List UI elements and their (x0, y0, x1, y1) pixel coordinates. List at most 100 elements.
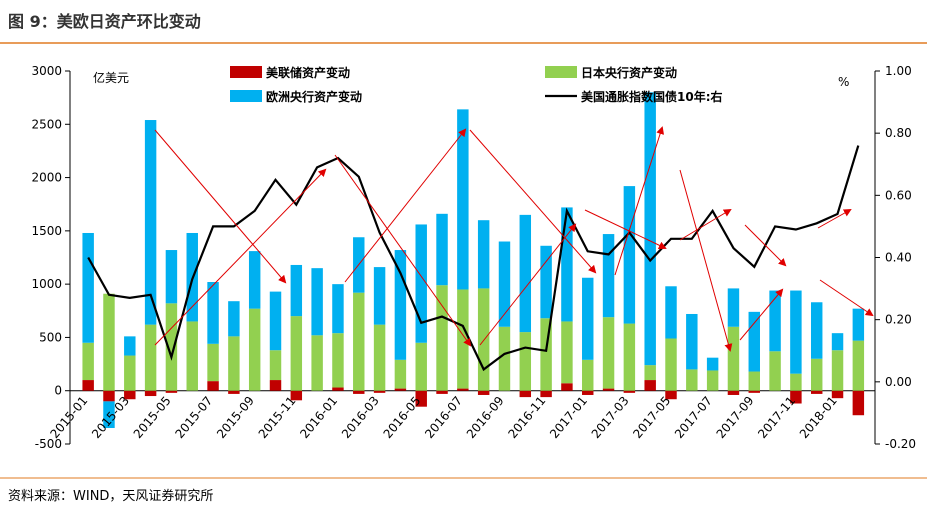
bar (831, 390, 844, 399)
bar (332, 284, 344, 334)
y2-tick-label: 0.40 (885, 251, 912, 265)
bar (248, 308, 261, 391)
bar (415, 224, 427, 343)
bar (810, 358, 823, 391)
bar (207, 381, 219, 391)
bar (582, 359, 594, 391)
bar (727, 288, 740, 327)
arrow (344, 128, 467, 283)
line (87, 145, 860, 372)
y-axis-label: 亿美元 (93, 70, 129, 85)
bar (477, 390, 490, 395)
x-tick-label: 2017-01 (547, 394, 590, 441)
legend-label: 日本央行资产变动 (581, 65, 677, 80)
bar (269, 350, 282, 381)
arrow (334, 154, 472, 347)
bar (228, 336, 240, 391)
bar (415, 342, 427, 391)
arrow (679, 208, 732, 241)
arrow (154, 129, 287, 284)
bar (144, 120, 157, 325)
bar (561, 383, 573, 391)
y-tick-label: 1000 (31, 277, 62, 291)
bar (269, 291, 282, 351)
bar (186, 321, 198, 391)
x-tick-label: 2017-03 (589, 394, 632, 441)
bar (82, 342, 94, 381)
bar (207, 343, 219, 382)
bar (477, 220, 490, 289)
bar (103, 293, 115, 391)
bar (602, 234, 615, 318)
y-tick-label: 2500 (31, 117, 62, 131)
bar (165, 390, 178, 393)
bar (248, 251, 261, 309)
bar (290, 390, 303, 401)
arrow (744, 224, 787, 267)
arrow (584, 209, 667, 250)
x-tick-label: 2018-01 (797, 394, 840, 441)
y2-tick-label: 0.80 (885, 126, 912, 140)
arrow (817, 209, 852, 229)
y-tick-label: -500 (35, 437, 62, 451)
plot: -500 0 500 1000 1500 2000 2500 3000 -0.20 0.00 0.2… (31, 64, 916, 451)
bar (790, 390, 802, 404)
arrow (479, 223, 577, 346)
bar (394, 359, 407, 389)
bar (124, 390, 136, 400)
y2-axis-label: % (838, 75, 849, 89)
bar (436, 213, 448, 286)
y-tick-label: 3000 (31, 64, 62, 78)
bar (353, 390, 365, 394)
bar (394, 250, 407, 360)
legend-swatch (230, 90, 262, 102)
y2-tick-label: 1.00 (885, 64, 912, 78)
y2-tick-label: 0.60 (885, 188, 912, 202)
bar (228, 301, 240, 337)
bar (540, 318, 552, 391)
legend-label: 美联储资产变动 (266, 65, 350, 80)
bar (561, 321, 573, 384)
bar (831, 350, 844, 391)
y-tick-label: 500 (39, 330, 62, 344)
bar (810, 390, 823, 394)
bar (644, 365, 656, 381)
arrow (469, 129, 597, 274)
bar (519, 332, 532, 391)
bar (852, 390, 865, 416)
x-tick-label: 2016-11 (505, 394, 548, 441)
bar (82, 380, 94, 391)
x-tick-label: 2015-07 (172, 394, 215, 441)
bar (269, 380, 282, 391)
bar (457, 388, 469, 391)
bar (82, 232, 94, 343)
bar (353, 292, 365, 391)
bar (665, 390, 677, 400)
arrow (614, 126, 664, 276)
bar (582, 277, 594, 360)
bar (144, 390, 157, 397)
bar (706, 370, 719, 391)
bar (540, 245, 552, 319)
x-tick-label: 2016-07 (422, 394, 465, 441)
bar (769, 290, 781, 352)
bar (124, 336, 136, 356)
bar (644, 380, 656, 391)
bar (623, 390, 636, 393)
bar (852, 340, 865, 391)
bar (582, 390, 594, 395)
bar (519, 390, 532, 398)
source: 资料来源：WIND，天风证券研究所 (8, 488, 213, 504)
bar (748, 311, 760, 372)
legend-swatch (230, 66, 262, 78)
bar (477, 288, 490, 391)
bar (665, 338, 677, 391)
bar (790, 290, 802, 374)
bar (332, 333, 344, 388)
bar (165, 250, 178, 304)
bar (311, 268, 323, 336)
bar (686, 369, 698, 391)
bar (602, 317, 615, 389)
annotations (154, 126, 874, 352)
